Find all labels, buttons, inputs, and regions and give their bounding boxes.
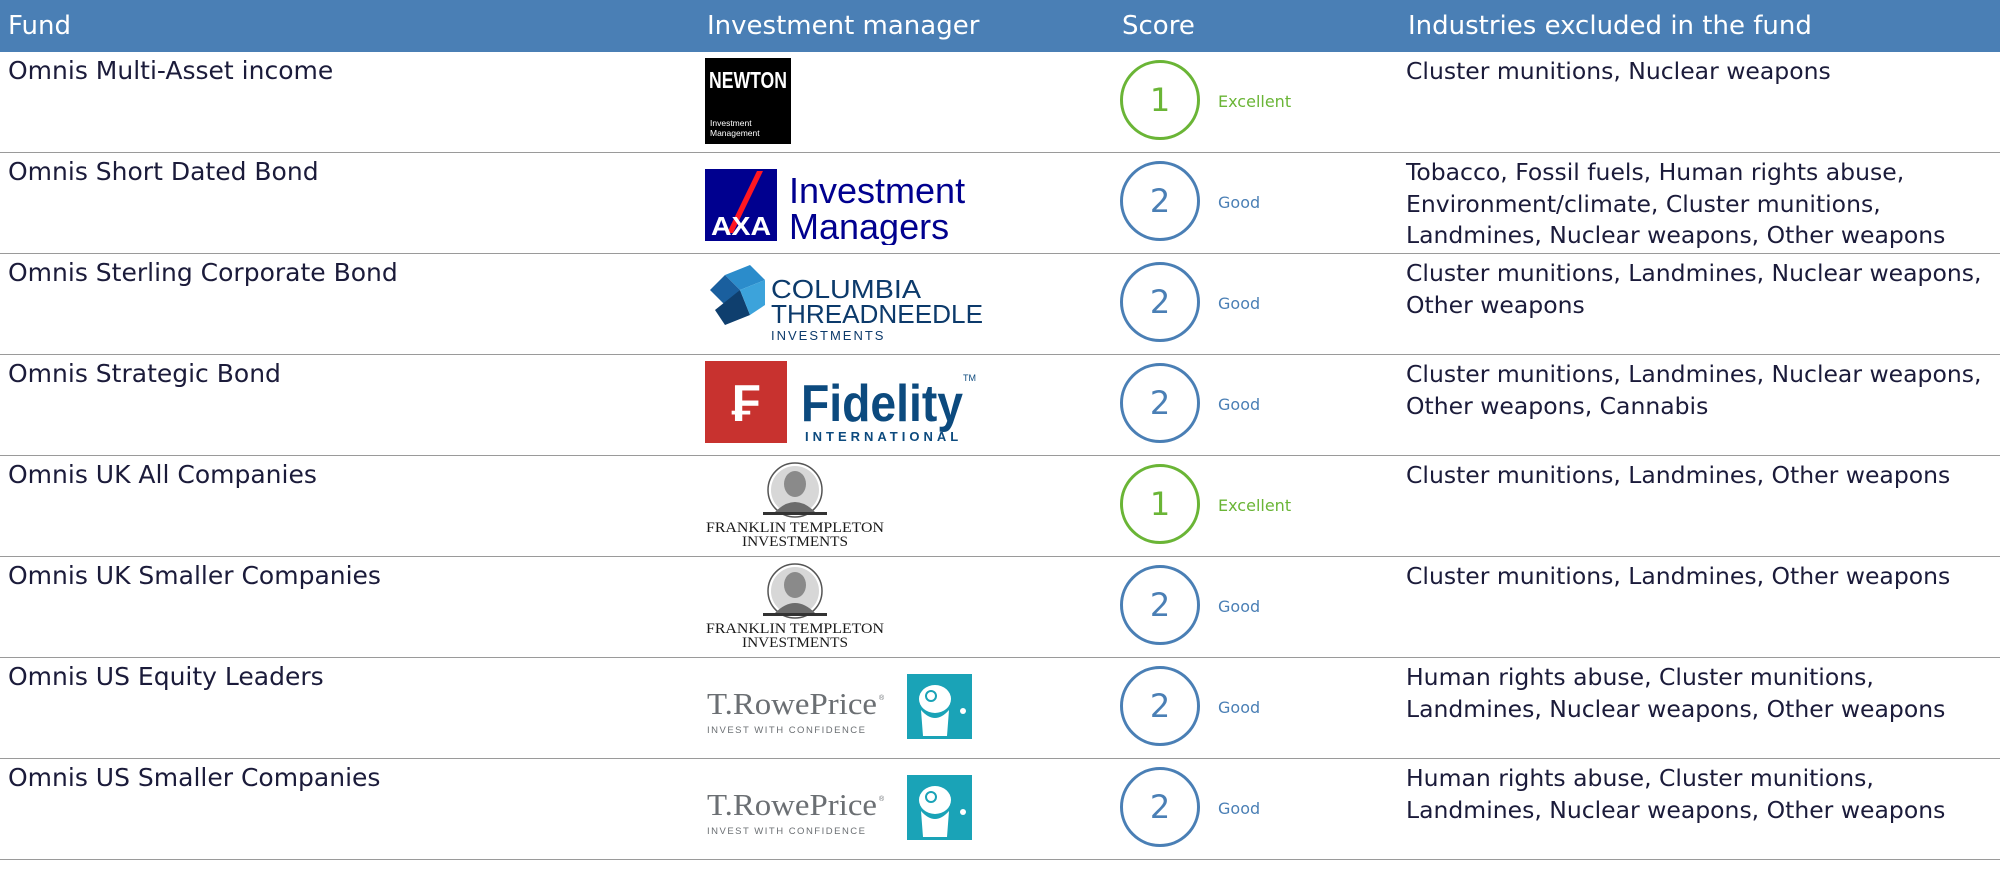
- svg-text:NEWTON: NEWTON: [709, 67, 787, 93]
- table-row: Omnis UK All Companies FRANKLIN TEMPLETO…: [0, 456, 2000, 557]
- table-row: Omnis Sterling Corporate Bond COLUMBIA T…: [0, 254, 2000, 355]
- excluded-industries: Cluster munitions, Nuclear weapons: [1406, 57, 1831, 85]
- score-rating: Good: [1218, 698, 1261, 717]
- score-rating: Excellent: [1218, 496, 1292, 515]
- fund-name: Omnis US Equity Leaders: [8, 662, 324, 691]
- table-row: Omnis US Smaller Companies T.RowePrice ®…: [0, 759, 2000, 860]
- svg-text:®: ®: [879, 694, 885, 702]
- table-row: Omnis Strategic Bond ₣ Fidelity TM INTER…: [0, 355, 2000, 456]
- score-rating: Good: [1218, 193, 1261, 212]
- fund-name: Omnis Short Dated Bond: [8, 157, 319, 186]
- svg-text:Management: Management: [710, 128, 760, 138]
- svg-text:Investment: Investment: [710, 118, 752, 128]
- excluded-industries: Cluster munitions, Landmines, Other weap…: [1406, 461, 1951, 489]
- axa-logo: AXA Investment Managers: [705, 159, 985, 247]
- t-rowe-price-logo: T.RowePrice ® INVEST WITH CONFIDENCE: [705, 765, 985, 853]
- fund-name: Omnis UK All Companies: [8, 460, 317, 489]
- svg-text:AXA: AXA: [711, 211, 771, 241]
- newton-logo: NEWTON Investment Management: [705, 58, 985, 146]
- table-row: Omnis US Equity Leaders T.RowePrice ® IN…: [0, 658, 2000, 759]
- score-circle: 2: [1120, 161, 1200, 241]
- excluded-industries: Cluster munitions, Landmines, Nuclear we…: [1406, 360, 1982, 420]
- svg-text:Managers: Managers: [789, 206, 949, 245]
- excluded-industries: Cluster munitions, Landmines, Nuclear we…: [1406, 259, 1982, 319]
- table-header: Fund Investment manager Score Industries…: [0, 0, 2000, 52]
- svg-text:INVESTMENTS: INVESTMENTS: [742, 635, 848, 649]
- svg-text:TM: TM: [963, 373, 976, 383]
- svg-text:THREADNEEDLE: THREADNEEDLE: [771, 299, 983, 329]
- franklin-templeton-logo: FRANKLIN TEMPLETON INVESTMENTS: [705, 563, 985, 651]
- score-circle: 2: [1120, 363, 1200, 443]
- score-rating: Good: [1218, 294, 1261, 313]
- fund-name: Omnis Strategic Bond: [8, 359, 281, 388]
- svg-text:FRANKLIN TEMPLETON: FRANKLIN TEMPLETON: [706, 621, 885, 637]
- header-manager: Investment manager: [707, 11, 980, 41]
- fund-name: Omnis Sterling Corporate Bond: [8, 258, 398, 287]
- svg-text:®: ®: [879, 795, 885, 803]
- svg-text:INVEST WITH CONFIDENCE: INVEST WITH CONFIDENCE: [707, 725, 867, 736]
- header-fund: Fund: [8, 11, 71, 41]
- score-rating: Good: [1218, 395, 1261, 414]
- svg-text:INTERNATIONAL: INTERNATIONAL: [805, 429, 962, 444]
- svg-text:COLUMBIA: COLUMBIA: [771, 274, 922, 304]
- franklin-templeton-logo: FRANKLIN TEMPLETON INVESTMENTS: [705, 462, 985, 550]
- t-rowe-price-logo: T.RowePrice ® INVEST WITH CONFIDENCE: [705, 664, 985, 752]
- score-circle: 2: [1120, 262, 1200, 342]
- svg-text:Fidelity: Fidelity: [801, 375, 963, 433]
- svg-text:INVESTMENTS: INVESTMENTS: [771, 328, 885, 343]
- table-row: Omnis Multi-Asset income NEWTON Investme…: [0, 52, 2000, 153]
- score-circle: 1: [1120, 464, 1200, 544]
- fund-name: Omnis US Smaller Companies: [8, 763, 381, 792]
- score-circle: 2: [1120, 666, 1200, 746]
- svg-text:Investment: Investment: [789, 170, 965, 211]
- excluded-industries: Human rights abuse, Cluster munitions, L…: [1406, 764, 1946, 824]
- fund-name: Omnis Multi-Asset income: [8, 56, 334, 85]
- svg-text:T.RowePrice: T.RowePrice: [707, 787, 877, 822]
- columbia-threadneedle-logo: COLUMBIA THREADNEEDLE INVESTMENTS: [705, 260, 985, 348]
- fidelity-logo: ₣ Fidelity TM INTERNATIONAL: [705, 361, 985, 449]
- score-circle: 2: [1120, 565, 1200, 645]
- svg-text:₣: ₣: [732, 375, 761, 433]
- header-score: Score: [1122, 11, 1195, 41]
- svg-text:FRANKLIN TEMPLETON: FRANKLIN TEMPLETON: [706, 520, 885, 536]
- table-row: Omnis UK Smaller Companies FRANKLIN TEMP…: [0, 557, 2000, 658]
- svg-text:T.RowePrice: T.RowePrice: [707, 686, 877, 721]
- fund-name: Omnis UK Smaller Companies: [8, 561, 381, 590]
- table-row: Omnis Short Dated Bond AXA Investment Ma…: [0, 153, 2000, 254]
- svg-text:INVEST WITH CONFIDENCE: INVEST WITH CONFIDENCE: [707, 826, 867, 837]
- score-rating: Good: [1218, 799, 1261, 818]
- svg-text:INVESTMENTS: INVESTMENTS: [742, 534, 848, 548]
- score-circle: 2: [1120, 767, 1200, 847]
- header-industries: Industries excluded in the fund: [1408, 11, 1812, 41]
- excluded-industries: Tobacco, Fossil fuels, Human rights abus…: [1406, 158, 1946, 249]
- score-rating: Excellent: [1218, 92, 1292, 111]
- score-circle: 1: [1120, 60, 1200, 140]
- excluded-industries: Cluster munitions, Landmines, Other weap…: [1406, 562, 1951, 590]
- excluded-industries: Human rights abuse, Cluster munitions, L…: [1406, 663, 1946, 723]
- score-rating: Good: [1218, 597, 1261, 616]
